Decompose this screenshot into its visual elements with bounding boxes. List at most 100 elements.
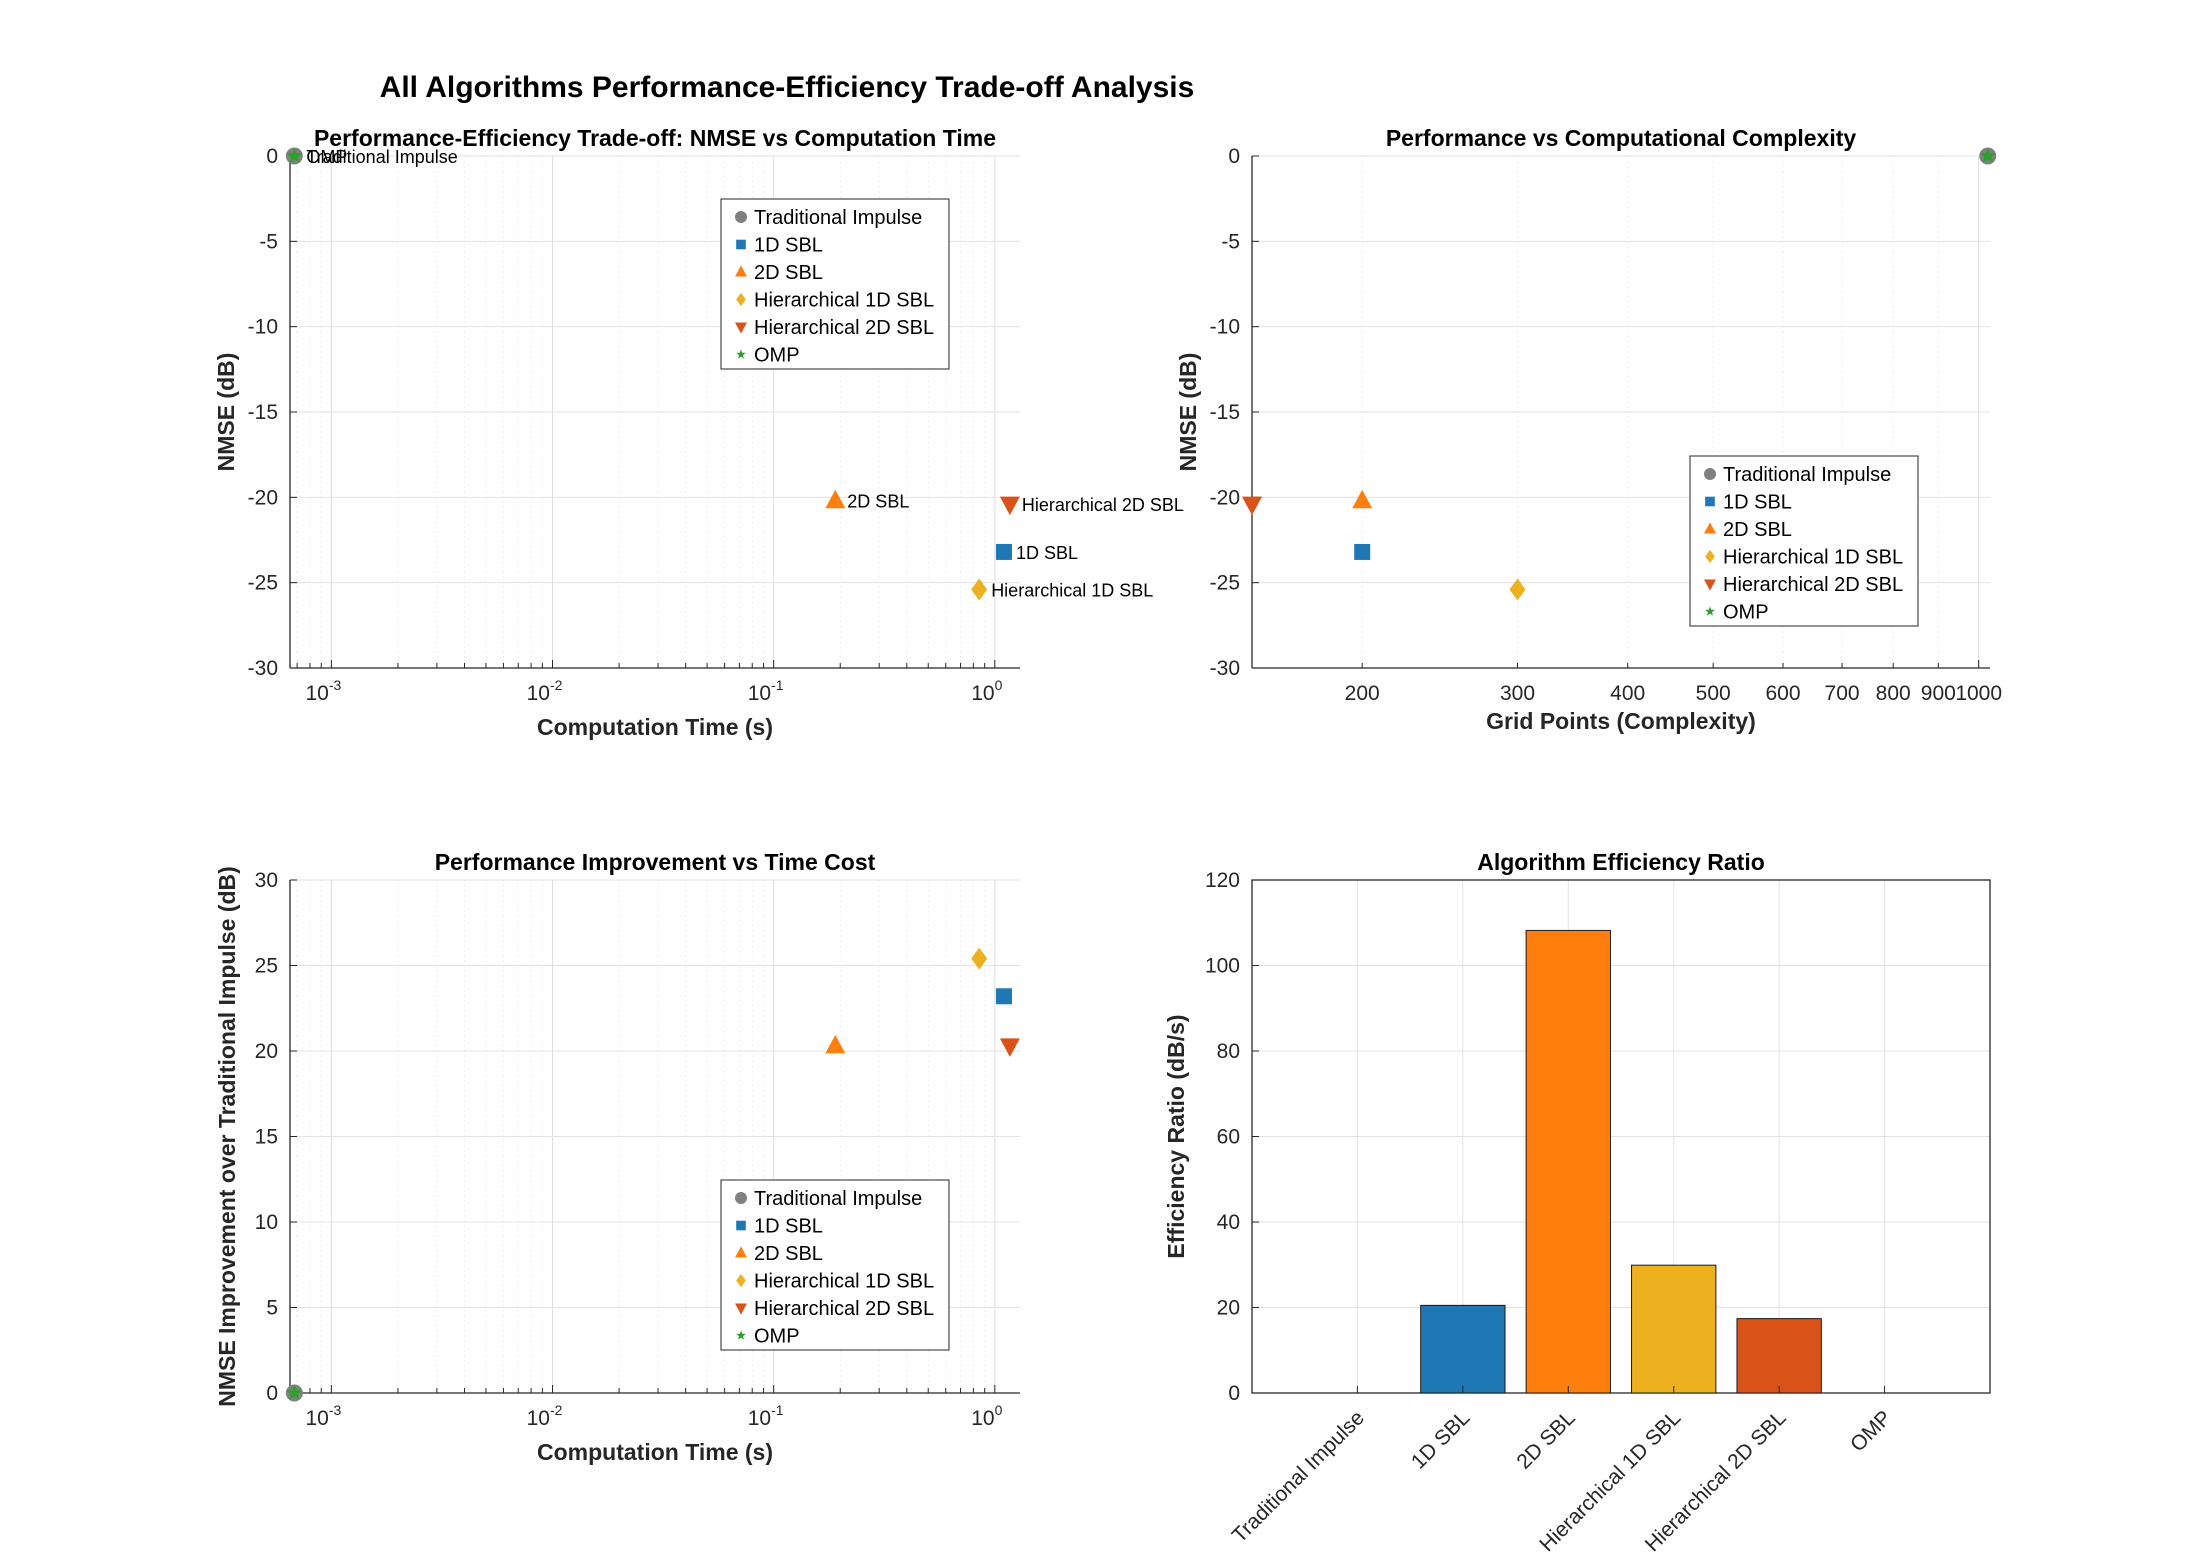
legend-label-omp: OMP <box>754 345 800 367</box>
point-hierarchical-2d-sbl <box>1242 496 1262 516</box>
y-tick-label: 80 <box>1217 1040 1240 1063</box>
axes-title: Performance Improvement vs Time Cost <box>435 849 876 875</box>
legend-marker-2d-sbl <box>735 1246 747 1258</box>
x-tick-label: 10-1 <box>748 677 784 705</box>
legend-marker-1d-sbl <box>1705 496 1715 507</box>
x-tick-label: 10-3 <box>305 677 341 705</box>
legend-marker-2d-sbl <box>1704 522 1716 534</box>
x-tick-label: 800 <box>1876 682 1911 705</box>
legend-marker-1d-sbl <box>736 239 746 250</box>
y-tick-label: -5 <box>259 230 278 253</box>
y-tick-label: -30 <box>248 657 278 680</box>
subplot-nmse-vs-time: 0 -5 -10 -15 -20 -25 -30 10-3 10-2 10-1 100 Perform… <box>213 125 1184 740</box>
y-tick-label: -15 <box>248 401 278 424</box>
y-tick-label: -10 <box>1210 316 1240 339</box>
point-hierarchical-1d-sbl <box>1509 578 1526 601</box>
point-hierarchical-1d-sbl <box>971 947 988 970</box>
legend-marker-traditional-impulse <box>735 211 747 223</box>
y-tick-label: -25 <box>1210 572 1240 595</box>
legend-label-hierarchical-1d-sbl: Hierarchical 1D SBL <box>754 290 934 312</box>
y-tick-label: -20 <box>1210 486 1240 509</box>
y-tick-label: -25 <box>248 572 278 595</box>
y-tick-label: 0 <box>266 145 278 168</box>
bar-hierarchical-1d-sbl <box>1631 1264 1717 1394</box>
legend-label-1d-sbl: 1D SBL <box>1723 492 1792 514</box>
legend-marker-omp <box>736 1330 746 1340</box>
y-tick-label: 25 <box>255 955 278 978</box>
y-axis-label: NMSE (dB) <box>1175 353 1201 472</box>
x-tick-label: 1000 <box>1955 682 2002 705</box>
legend-label-2d-sbl: 2D SBL <box>754 1243 823 1265</box>
legend-label-traditional-impulse: Traditional Impulse <box>754 1188 922 1210</box>
legend-label-hierarchical-1d-sbl: Hierarchical 1D SBL <box>754 1271 934 1293</box>
x-tick-label: 900 <box>1921 682 1956 705</box>
legend-marker-hierarchical-2d-sbl <box>735 322 747 334</box>
x-tick-label-omp: OMP <box>1846 1406 1896 1456</box>
x-tick-label: 100 <box>971 677 1002 705</box>
point-2d-sbl <box>825 489 846 509</box>
y-tick-label: 10 <box>255 1211 278 1234</box>
point-label-hierarchical-1d-sbl: Hierarchical 1D SBL <box>991 580 1153 600</box>
x-tick-label: 100 <box>971 1402 1002 1430</box>
point-1d-sbl <box>995 988 1012 1005</box>
y-tick-label: 20 <box>1217 1297 1240 1320</box>
legend-marker-traditional-impulse <box>735 1192 747 1204</box>
y-tick-label: 5 <box>266 1297 278 1320</box>
axes-title: Performance-Efficiency Trade-off: NMSE v… <box>314 125 996 151</box>
point-label-1d-sbl: 1D SBL <box>1016 543 1078 563</box>
legend-label-hierarchical-2d-sbl: Hierarchical 2D SBL <box>1723 574 1903 596</box>
x-axis-label: Computation Time (s) <box>537 714 773 740</box>
y-tick-label: -15 <box>1210 401 1240 424</box>
legend-label-omp: OMP <box>754 1326 800 1348</box>
legend-box <box>720 198 950 370</box>
legend-box <box>1689 455 1919 627</box>
legend-marker-traditional-impulse <box>1704 468 1716 480</box>
point-hierarchical-1d-sbl <box>971 578 988 601</box>
point-omp <box>286 147 303 163</box>
x-tick-label-1d-sbl: 1D SBL <box>1407 1406 1474 1473</box>
bar-2d-sbl <box>1525 929 1611 1394</box>
x-tick-label: 300 <box>1500 682 1535 705</box>
point-hierarchical-2d-sbl <box>999 1038 1020 1057</box>
legend-label-traditional-impulse: Traditional Impulse <box>1723 464 1891 486</box>
point-2d-sbl <box>1352 489 1373 509</box>
y-tick-label: 0 <box>1228 1382 1240 1405</box>
y-tick-label: -20 <box>248 486 278 509</box>
figure-title: All Algorithms Performance-Efficiency Tr… <box>380 71 1195 104</box>
legend-marker-hierarchical-1d-sbl <box>1705 549 1715 564</box>
point-2d-sbl <box>825 1034 846 1054</box>
point-1d-sbl <box>1354 543 1371 560</box>
x-tick-label: 400 <box>1610 682 1645 705</box>
y-tick-label: 0 <box>1228 145 1240 168</box>
y-axis-label: NMSE Improvement over Traditional Impuls… <box>214 866 240 1407</box>
y-tick-label: 60 <box>1217 1126 1240 1149</box>
legend-marker-hierarchical-1d-sbl <box>736 1273 746 1288</box>
legend-label-hierarchical-2d-sbl: Hierarchical 2D SBL <box>754 317 934 339</box>
legend-marker-2d-sbl <box>735 265 747 277</box>
y-axis-label: NMSE (dB) <box>213 353 239 472</box>
subplot-improvement-vs-time: 30 25 20 15 10 5 0 10-3 10-2 10-1 100 Performance I… <box>214 849 1020 1465</box>
legend-marker-omp <box>1705 606 1715 616</box>
x-tick-label: 10-2 <box>527 1402 563 1430</box>
axes-box <box>1251 879 1991 1394</box>
point-omp <box>1979 147 1996 163</box>
y-tick-label: 100 <box>1205 955 1240 978</box>
bar-hierarchical-2d-sbl <box>1736 1318 1822 1394</box>
y-tick-label: -30 <box>1210 657 1240 680</box>
y-tick-label: 20 <box>255 1040 278 1063</box>
x-axis-label: Computation Time (s) <box>537 1439 773 1465</box>
legend-box <box>720 1179 950 1351</box>
point-label-traditional-impulse: Traditional Impulse <box>306 147 457 167</box>
point-label-hierarchical-2d-sbl: Hierarchical 2D SBL <box>1022 495 1184 515</box>
y-axis-label: Efficiency Ratio (dB/s) <box>1163 1014 1189 1258</box>
x-tick-label: 10-2 <box>527 677 563 705</box>
legend-label-omp: OMP <box>1723 602 1769 624</box>
legend-label-2d-sbl: 2D SBL <box>1723 519 1792 541</box>
point-label-omp: OMP <box>306 147 347 167</box>
legend-label-2d-sbl: 2D SBL <box>754 262 823 284</box>
x-tick-label: 600 <box>1765 682 1800 705</box>
x-tick-label-2d-sbl: 2D SBL <box>1512 1406 1579 1473</box>
x-tick-label: 200 <box>1345 682 1380 705</box>
